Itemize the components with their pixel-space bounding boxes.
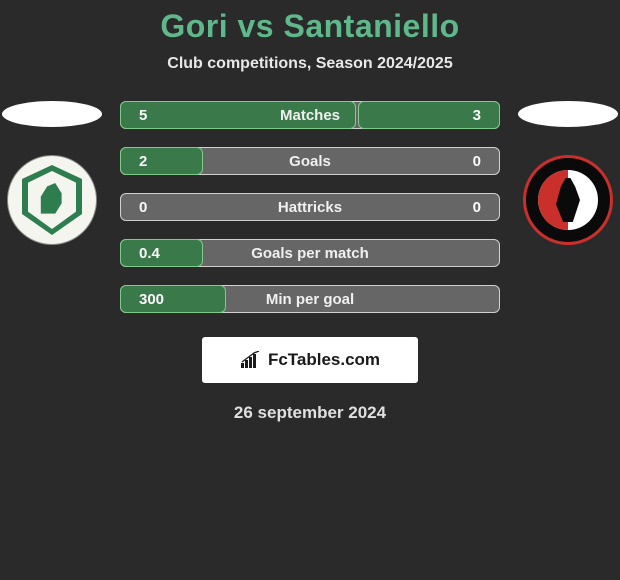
bar-chart-icon bbox=[240, 351, 262, 369]
comparison-card: Gori vs Santaniello Club competitions, S… bbox=[0, 0, 620, 423]
right-team-col bbox=[518, 101, 618, 245]
brand-text: FcTables.com bbox=[268, 350, 380, 370]
stat-row: 0Hattricks0 bbox=[120, 193, 500, 221]
circle-icon bbox=[538, 170, 598, 230]
main-row: 5Matches32Goals00Hattricks00.4Goals per … bbox=[0, 101, 620, 313]
stat-left-value: 2 bbox=[121, 153, 181, 170]
date-text: 26 september 2024 bbox=[234, 403, 386, 423]
shield-icon bbox=[22, 165, 82, 235]
stat-right-value: 3 bbox=[439, 107, 499, 124]
stat-label: Goals bbox=[181, 153, 439, 170]
stat-label: Hattricks bbox=[181, 199, 439, 216]
stat-row: 0.4Goals per match bbox=[120, 239, 500, 267]
brand-badge[interactable]: FcTables.com bbox=[202, 337, 418, 383]
stat-label: Matches bbox=[181, 107, 439, 124]
stat-right-value: 0 bbox=[439, 199, 499, 216]
stat-label: Min per goal bbox=[181, 291, 439, 308]
right-team-crest bbox=[523, 155, 613, 245]
stat-label: Goals per match bbox=[181, 245, 439, 262]
stat-row: 5Matches3 bbox=[120, 101, 500, 129]
stats-column: 5Matches32Goals00Hattricks00.4Goals per … bbox=[120, 101, 500, 313]
stat-left-value: 0 bbox=[121, 199, 181, 216]
stat-left-value: 0.4 bbox=[121, 245, 181, 262]
stat-left-value: 300 bbox=[121, 291, 181, 308]
page-subtitle: Club competitions, Season 2024/2025 bbox=[167, 55, 452, 73]
right-name-oval bbox=[518, 101, 618, 127]
stat-row: 2Goals0 bbox=[120, 147, 500, 175]
stat-row: 300Min per goal bbox=[120, 285, 500, 313]
page-title: Gori vs Santaniello bbox=[160, 8, 459, 45]
left-team-crest bbox=[7, 155, 97, 245]
stat-left-value: 5 bbox=[121, 107, 181, 124]
left-name-oval bbox=[2, 101, 102, 127]
stat-right-value: 0 bbox=[439, 153, 499, 170]
left-team-col bbox=[2, 101, 102, 245]
